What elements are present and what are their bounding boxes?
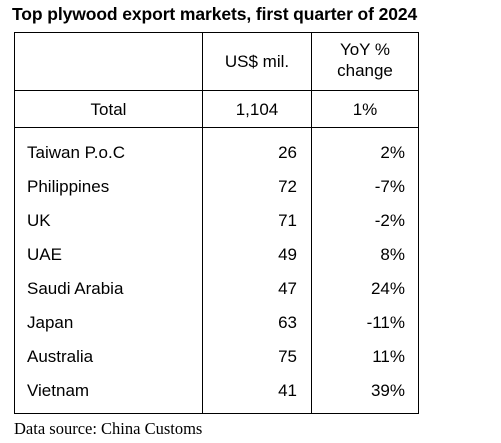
market-name: Philippines xyxy=(27,177,110,196)
market-name: Saudi Arabia xyxy=(27,279,124,298)
usd-value: 72 xyxy=(278,177,297,196)
market-name: Australia xyxy=(27,347,94,366)
yoy-value: -7% xyxy=(374,177,405,196)
usd-value: 47 xyxy=(278,279,297,298)
table-row: UAE 49 8% xyxy=(15,238,418,272)
header-yoy-line2: change xyxy=(337,61,393,80)
yoy-value: -2% xyxy=(374,211,405,230)
usd-value: 41 xyxy=(278,381,297,400)
usd-value: 49 xyxy=(278,245,297,264)
export-markets-table: US$ mil. YoY % change Total 1,104 1% Tai… xyxy=(14,32,419,414)
market-name: UK xyxy=(27,211,51,230)
total-usd: 1,104 xyxy=(235,100,279,119)
total-yoy: 1% xyxy=(352,100,378,119)
header-yoy-line1: YoY % xyxy=(339,40,391,59)
market-name: Japan xyxy=(27,313,74,332)
total-label: Total xyxy=(90,100,127,119)
usd-value: 26 xyxy=(278,143,297,162)
usd-value: 63 xyxy=(278,313,297,332)
column-divider xyxy=(311,33,312,413)
market-name: Vietnam xyxy=(27,381,90,400)
market-name: UAE xyxy=(27,245,62,264)
usd-value: 71 xyxy=(278,211,297,230)
header-usd: US$ mil. xyxy=(224,52,290,71)
table-row: Japan 63 -11% xyxy=(15,306,418,340)
yoy-value: -11% xyxy=(366,313,405,332)
table-row: Taiwan P.o.C 26 2% xyxy=(15,136,418,170)
table-title: Top plywood export markets, first quarte… xyxy=(12,4,418,24)
yoy-value: 2% xyxy=(380,143,405,162)
yoy-value: 39% xyxy=(370,381,405,400)
table-row: Vietnam 41 39% xyxy=(15,374,418,408)
total-divider xyxy=(15,127,418,128)
usd-value: 75 xyxy=(278,347,297,366)
table-row: Australia 75 11% xyxy=(15,340,418,374)
yoy-value: 11% xyxy=(372,347,405,366)
yoy-value: 24% xyxy=(370,279,405,298)
table-row: UK 71 -2% xyxy=(15,204,418,238)
data-source-note: Data source: China Customs xyxy=(14,419,203,438)
column-divider xyxy=(202,33,203,413)
market-name: Taiwan P.o.C xyxy=(27,143,125,162)
table-row: Saudi Arabia 47 24% xyxy=(15,272,418,306)
yoy-value: 8% xyxy=(380,245,405,264)
table-row: Philippines 72 -7% xyxy=(15,170,418,204)
header-divider xyxy=(15,90,418,91)
